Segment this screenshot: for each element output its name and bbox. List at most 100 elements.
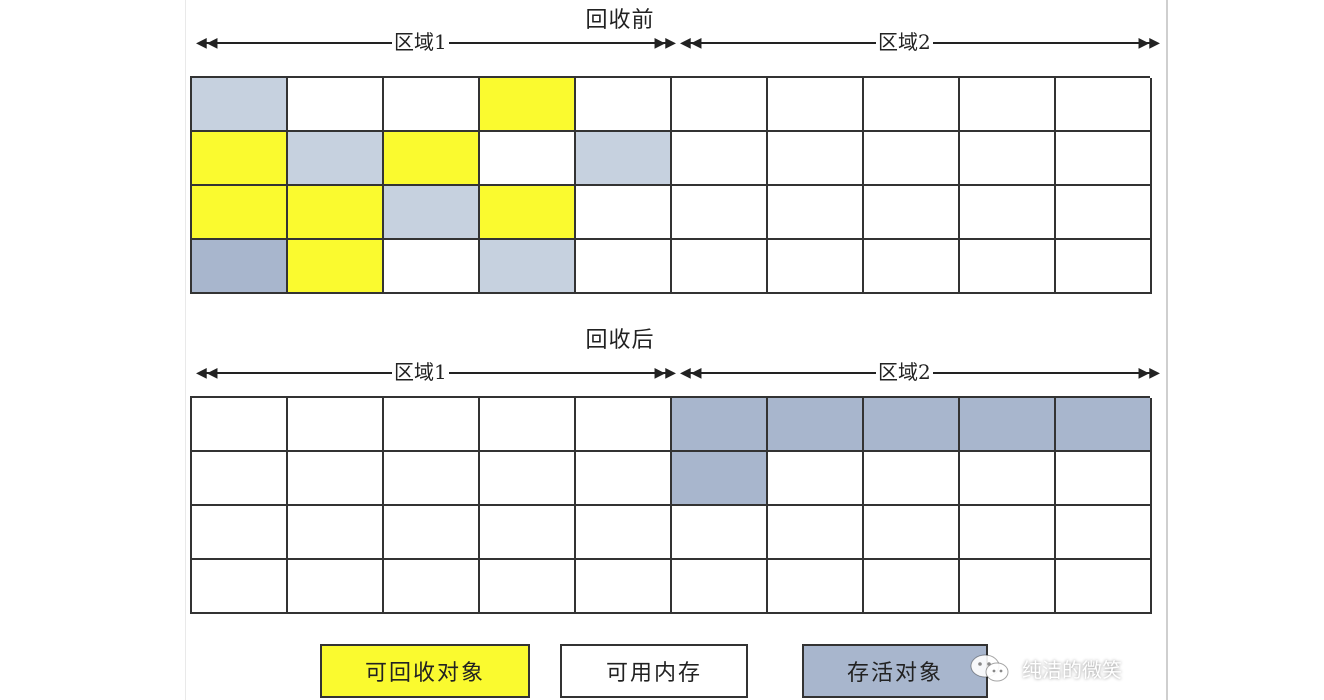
legend-free-label: 可用内存 — [605, 661, 702, 686]
memory-cell-white — [1056, 78, 1152, 132]
memory-cell-white — [864, 132, 960, 186]
legend-recyclable: 可回收对象 — [320, 644, 530, 698]
memory-cell-white — [1056, 452, 1152, 506]
memory-cell-white — [768, 560, 864, 614]
memory-cell-lightblue — [480, 240, 576, 294]
memory-cell-lightblue — [384, 186, 480, 240]
memory-cell-white — [1056, 240, 1152, 294]
memory-cell-white — [480, 452, 576, 506]
memory-cell-white — [576, 78, 672, 132]
memory-cell-white — [288, 506, 384, 560]
memory-cell-white — [960, 506, 1056, 560]
memory-cell-white — [576, 452, 672, 506]
memory-cell-white — [192, 506, 288, 560]
memory-cell-lightblue — [288, 132, 384, 186]
watermark: 纯洁的微笑 — [968, 648, 1122, 688]
memory-cell-white — [480, 506, 576, 560]
arrow-left-icon: ◀◀ — [680, 35, 702, 51]
memory-cell-white — [864, 560, 960, 614]
memory-cell-yellow — [192, 132, 288, 186]
memory-cell-white — [288, 78, 384, 132]
memory-cell-white — [192, 452, 288, 506]
memory-cell-white — [960, 186, 1056, 240]
memory-cell-white — [1056, 132, 1152, 186]
legend-alive: 存活对象 — [802, 644, 988, 698]
before-region1-arrow: ◀◀ ▶▶ 区域1 — [196, 28, 676, 58]
memory-cell-white — [576, 560, 672, 614]
memory-cell-white — [576, 398, 672, 452]
memory-cell-white — [1056, 560, 1152, 614]
memory-cell-white — [768, 506, 864, 560]
arrow-right-icon: ▶▶ — [654, 35, 676, 51]
memory-cell-white — [576, 506, 672, 560]
memory-cell-yellow — [480, 186, 576, 240]
memory-cell-yellow — [288, 186, 384, 240]
memory-cell-white — [768, 452, 864, 506]
memory-cell-white — [672, 186, 768, 240]
memory-cell-yellow — [192, 186, 288, 240]
before-region2-label: 区域2 — [876, 28, 933, 56]
memory-cell-white — [864, 506, 960, 560]
memory-cell-blue — [768, 398, 864, 452]
memory-cell-white — [480, 560, 576, 614]
memory-cell-white — [864, 78, 960, 132]
memory-cell-white — [960, 132, 1056, 186]
memory-cell-white — [384, 78, 480, 132]
memory-cell-white — [672, 78, 768, 132]
after-title: 回收后 — [585, 328, 655, 353]
arrow-right-icon: ▶▶ — [654, 365, 676, 381]
memory-cell-white — [480, 132, 576, 186]
memory-cell-white — [576, 240, 672, 294]
memory-cell-white — [864, 240, 960, 294]
memory-cell-white — [960, 560, 1056, 614]
memory-cell-white — [384, 506, 480, 560]
memory-cell-white — [768, 132, 864, 186]
memory-cell-white — [288, 560, 384, 614]
memory-cell-white — [864, 186, 960, 240]
memory-cell-white — [768, 186, 864, 240]
arrow-left-icon: ◀◀ — [196, 365, 218, 381]
memory-cell-white — [960, 452, 1056, 506]
memory-cell-white — [672, 560, 768, 614]
before-title: 回收前 — [585, 8, 655, 33]
memory-cell-blue — [192, 240, 288, 294]
arrow-left-icon: ◀◀ — [196, 35, 218, 51]
memory-cell-white — [672, 240, 768, 294]
arrow-right-icon: ▶▶ — [1138, 365, 1160, 381]
after-region1-arrow: ◀◀ ▶▶ 区域1 — [196, 358, 676, 388]
legend-free: 可用内存 — [560, 644, 748, 698]
memory-cell-white — [384, 452, 480, 506]
memory-cell-white — [768, 78, 864, 132]
wechat-icon — [970, 654, 1009, 682]
before-region2-arrow: ◀◀ ▶▶ 区域2 — [680, 28, 1160, 58]
arrow-right-icon: ▶▶ — [1138, 35, 1160, 51]
memory-cell-lightblue — [576, 132, 672, 186]
memory-cell-white — [384, 240, 480, 294]
memory-cell-white — [672, 132, 768, 186]
memory-cell-white — [384, 560, 480, 614]
memory-cell-white — [192, 560, 288, 614]
memory-cell-white — [480, 398, 576, 452]
memory-cell-white — [864, 452, 960, 506]
memory-cell-blue — [672, 398, 768, 452]
before-region1-label: 区域1 — [392, 28, 449, 56]
memory-cell-yellow — [384, 132, 480, 186]
memory-cell-white — [576, 186, 672, 240]
memory-cell-white — [672, 506, 768, 560]
memory-cell-white — [384, 398, 480, 452]
after-region2-arrow: ◀◀ ▶▶ 区域2 — [680, 358, 1160, 388]
legend-alive-label: 存活对象 — [846, 661, 943, 686]
after-region2-label: 区域2 — [876, 358, 933, 386]
memory-cell-white — [768, 240, 864, 294]
memory-cell-lightblue — [192, 78, 288, 132]
memory-cell-white — [960, 78, 1056, 132]
memory-cell-yellow — [288, 240, 384, 294]
after-region1-label: 区域1 — [392, 358, 449, 386]
watermark-text: 纯洁的微笑 — [1022, 657, 1122, 682]
memory-cell-white — [960, 240, 1056, 294]
memory-cell-blue — [672, 452, 768, 506]
memory-cell-white — [288, 452, 384, 506]
memory-cell-blue — [1056, 398, 1152, 452]
memory-cell-blue — [864, 398, 960, 452]
memory-cell-white — [192, 398, 288, 452]
